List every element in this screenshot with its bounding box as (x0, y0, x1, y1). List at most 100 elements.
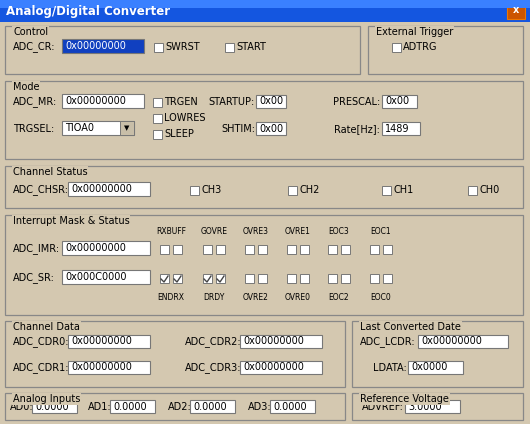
Bar (418, 335, 508, 348)
Bar (5, 215, 523, 315)
Bar (383, 274, 392, 283)
Bar (153, 130, 162, 139)
Text: ▼: ▼ (125, 125, 130, 131)
Bar (0, 0, 530, 22)
Bar (245, 245, 254, 254)
Bar (382, 122, 420, 135)
Text: ENDRX: ENDRX (157, 293, 184, 301)
Bar (258, 274, 267, 283)
Bar (392, 43, 401, 52)
Text: Mode: Mode (13, 82, 40, 92)
Bar (5, 26, 360, 74)
Text: 0.0000: 0.0000 (273, 402, 307, 412)
Text: 0x00000000: 0x00000000 (71, 184, 132, 194)
Text: CH0: CH0 (479, 185, 499, 195)
Bar (120, 121, 134, 135)
Bar (382, 186, 391, 195)
Text: ADC_CDR1:: ADC_CDR1: (13, 363, 69, 374)
Text: Rate[Hz]:: Rate[Hz]: (334, 124, 380, 134)
Text: Interrupt Mask & Status: Interrupt Mask & Status (13, 216, 130, 226)
Bar (173, 245, 182, 254)
Text: SWRST: SWRST (165, 42, 200, 52)
Text: 0x00: 0x00 (259, 97, 283, 106)
Text: SLEEP: SLEEP (164, 129, 194, 139)
Bar (288, 186, 297, 195)
Bar (300, 274, 309, 283)
Bar (5, 166, 523, 208)
Text: ADC_CDR2:: ADC_CDR2: (185, 337, 242, 347)
Text: EOC1: EOC1 (370, 226, 391, 235)
Text: 0.0000: 0.0000 (193, 402, 227, 412)
Bar (405, 400, 460, 413)
Text: ADC_LCDR:: ADC_LCDR: (360, 337, 416, 347)
Bar (256, 95, 286, 108)
Text: 0x00000000: 0x00000000 (71, 337, 132, 346)
Text: ADC_CHSR:: ADC_CHSR: (13, 184, 69, 195)
Text: 0x00000000: 0x00000000 (71, 363, 132, 373)
Text: ADVREF:: ADVREF: (362, 402, 404, 412)
Bar (173, 274, 182, 283)
Bar (153, 114, 162, 123)
Text: Analog/Digital Converter: Analog/Digital Converter (6, 5, 170, 17)
Bar (328, 245, 337, 254)
Text: EOC0: EOC0 (370, 293, 391, 301)
Bar (256, 122, 286, 135)
Text: 0x00000000: 0x00000000 (421, 337, 482, 346)
Text: Control: Control (13, 27, 48, 37)
Text: STARTUP:: STARTUP: (209, 97, 255, 107)
Bar (68, 182, 150, 196)
Text: 0.0000: 0.0000 (35, 402, 68, 412)
Bar (160, 245, 169, 254)
Text: 0x0000: 0x0000 (411, 363, 447, 373)
Bar (62, 241, 150, 255)
Bar (216, 274, 225, 283)
Bar (328, 274, 337, 283)
Text: ADC_CR:: ADC_CR: (13, 42, 56, 53)
Bar (62, 94, 144, 108)
Bar (62, 39, 144, 53)
Text: 0x00000000: 0x00000000 (243, 363, 304, 373)
Bar (203, 274, 212, 283)
Text: ADTRG: ADTRG (403, 42, 437, 52)
Bar (382, 95, 417, 108)
Text: 0x00000000: 0x00000000 (65, 41, 126, 51)
Text: ADC_CDR0:: ADC_CDR0: (13, 337, 69, 347)
Text: ADC_MR:: ADC_MR: (13, 97, 57, 107)
Bar (507, 2, 525, 19)
Bar (240, 335, 322, 348)
Text: External Trigger: External Trigger (376, 27, 453, 37)
Text: ADC_CDR3:: ADC_CDR3: (185, 363, 242, 374)
Text: TRGEN: TRGEN (164, 97, 198, 107)
Text: EOC3: EOC3 (329, 226, 349, 235)
Bar (216, 245, 225, 254)
Bar (300, 245, 309, 254)
Text: 0x00000000: 0x00000000 (243, 337, 304, 346)
Bar (203, 245, 212, 254)
Text: OVRE2: OVRE2 (243, 293, 269, 301)
Text: x: x (513, 5, 519, 15)
Bar (370, 245, 379, 254)
Bar (408, 361, 463, 374)
Text: OVRE3: OVRE3 (243, 226, 269, 235)
Bar (5, 321, 345, 387)
Text: OVRE1: OVRE1 (285, 226, 311, 235)
Text: 0x00: 0x00 (385, 97, 409, 106)
Text: DRDY: DRDY (204, 293, 225, 301)
Bar (370, 274, 379, 283)
Bar (160, 274, 169, 283)
Text: CH2: CH2 (299, 185, 320, 195)
Text: START: START (236, 42, 266, 52)
Bar (5, 81, 523, 159)
Bar (110, 400, 155, 413)
Text: AD1:: AD1: (88, 402, 112, 412)
Text: Channel Status: Channel Status (13, 167, 87, 177)
Text: 0x00000000: 0x00000000 (65, 243, 126, 253)
Bar (190, 186, 199, 195)
Bar (153, 98, 162, 107)
Text: 0.0000: 0.0000 (113, 402, 147, 412)
Text: LDATA:: LDATA: (373, 363, 407, 373)
Text: ADC_SR:: ADC_SR: (13, 273, 55, 284)
Text: AD0:: AD0: (10, 402, 33, 412)
Text: Last Converted Date: Last Converted Date (360, 322, 461, 332)
Bar (468, 186, 477, 195)
